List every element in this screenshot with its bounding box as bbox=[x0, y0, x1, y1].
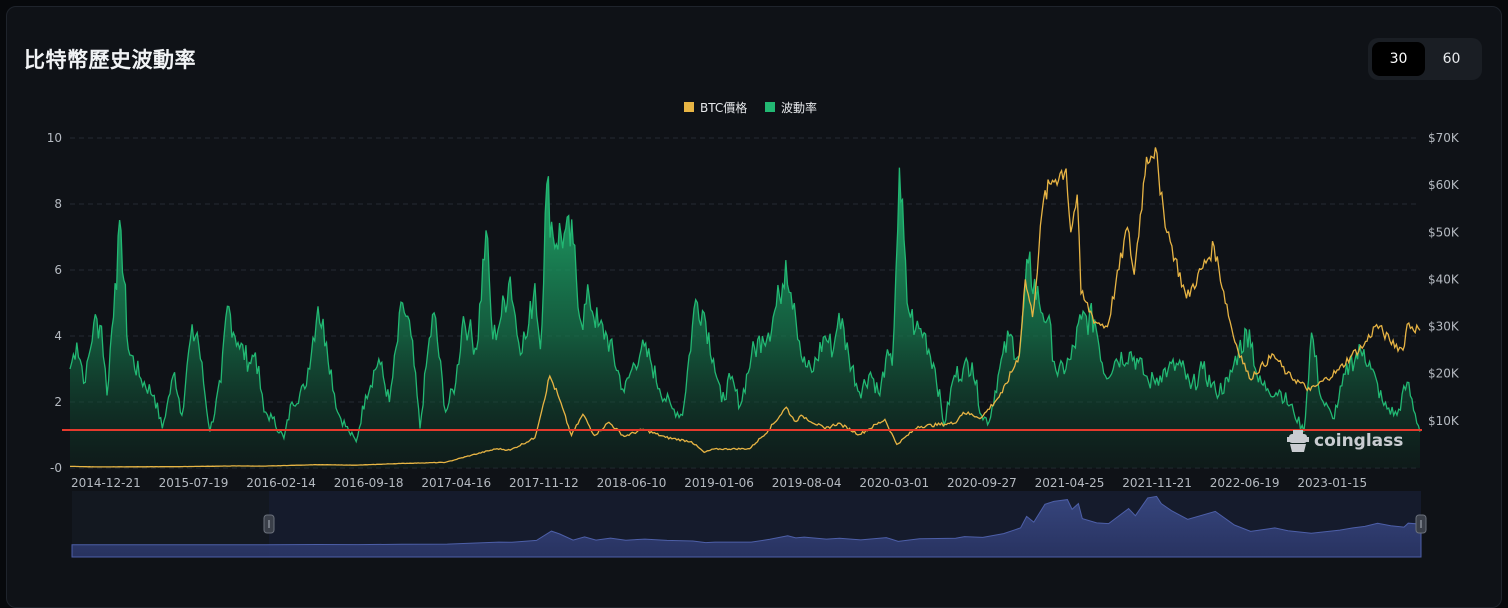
left-axis: 10 8 6 4 2 -0 bbox=[47, 131, 62, 475]
volatility-area bbox=[70, 167, 1420, 468]
coinglass-logo-icon bbox=[1287, 430, 1309, 452]
right-tick-label: $40K bbox=[1428, 272, 1460, 286]
x-tick-label: 2020-03-01 bbox=[859, 476, 929, 490]
legend-swatch-volatility[interactable] bbox=[765, 102, 775, 112]
x-tick-label: 2019-01-06 bbox=[684, 476, 754, 490]
x-tick-label: 2023-01-15 bbox=[1297, 476, 1367, 490]
left-tick-label: -0 bbox=[50, 461, 62, 475]
period-toggle: 30 60 bbox=[1368, 38, 1482, 80]
btc-price-line bbox=[70, 147, 1421, 468]
period-60-button[interactable]: 60 bbox=[1425, 42, 1478, 76]
left-tick-label: 8 bbox=[54, 197, 62, 211]
x-tick-label: 2020-09-27 bbox=[947, 476, 1017, 490]
x-tick-label: 2018-06-10 bbox=[597, 476, 667, 490]
legend-label-price[interactable]: BTC價格 bbox=[700, 100, 747, 115]
left-tick-label: 6 bbox=[54, 263, 62, 277]
left-tick-label: 4 bbox=[54, 329, 62, 343]
period-30-button[interactable]: 30 bbox=[1372, 42, 1425, 76]
x-tick-label: 2016-09-18 bbox=[334, 476, 404, 490]
x-tick-label: 2014-12-21 bbox=[71, 476, 141, 490]
watermark: coinglass bbox=[1287, 430, 1403, 452]
right-tick-label: $30K bbox=[1428, 320, 1460, 334]
right-tick-label: $70K bbox=[1428, 131, 1460, 145]
x-tick-label: 2022-06-19 bbox=[1210, 476, 1280, 490]
legend-swatch-price[interactable] bbox=[684, 102, 694, 112]
navigator-left-handle[interactable] bbox=[263, 514, 275, 534]
left-tick-label: 2 bbox=[54, 395, 62, 409]
volatility-line bbox=[69, 167, 1421, 444]
right-axis: $70K $60K $50K $40K $30K $20K $10K bbox=[1428, 131, 1460, 428]
legend-label-volatility[interactable]: 波動率 bbox=[781, 100, 817, 115]
left-tick-label: 10 bbox=[47, 131, 62, 145]
x-axis: 2014-12-21 2015-07-19 2016-02-14 2016-09-18… bbox=[71, 476, 1367, 490]
right-tick-label: $20K bbox=[1428, 367, 1460, 381]
x-tick-label: 2021-11-21 bbox=[1122, 476, 1192, 490]
navigator-area bbox=[71, 495, 1422, 558]
legend: BTC價格 波動率 bbox=[684, 100, 817, 115]
x-tick-label: 2016-02-14 bbox=[246, 476, 316, 490]
page-title: 比特幣歷史波動率 bbox=[24, 48, 196, 72]
x-tick-label: 2021-04-25 bbox=[1035, 476, 1105, 490]
navigator bbox=[71, 491, 1427, 558]
right-tick-label: $50K bbox=[1428, 225, 1460, 239]
navigator-right-handle[interactable] bbox=[1415, 514, 1427, 534]
x-tick-label: 2017-04-16 bbox=[421, 476, 491, 490]
right-tick-label: $60K bbox=[1428, 178, 1460, 192]
watermark-text: coinglass bbox=[1314, 431, 1403, 451]
volatility-chart: 10 8 6 4 2 -0 $70K $60K $50K $40K $30K $20K $10K 20… bbox=[47, 100, 1460, 558]
x-tick-label: 2015-07-19 bbox=[159, 476, 229, 490]
x-tick-label: 2017-11-12 bbox=[509, 476, 579, 490]
right-tick-label: $10K bbox=[1428, 414, 1460, 428]
x-tick-label: 2019-08-04 bbox=[772, 476, 842, 490]
